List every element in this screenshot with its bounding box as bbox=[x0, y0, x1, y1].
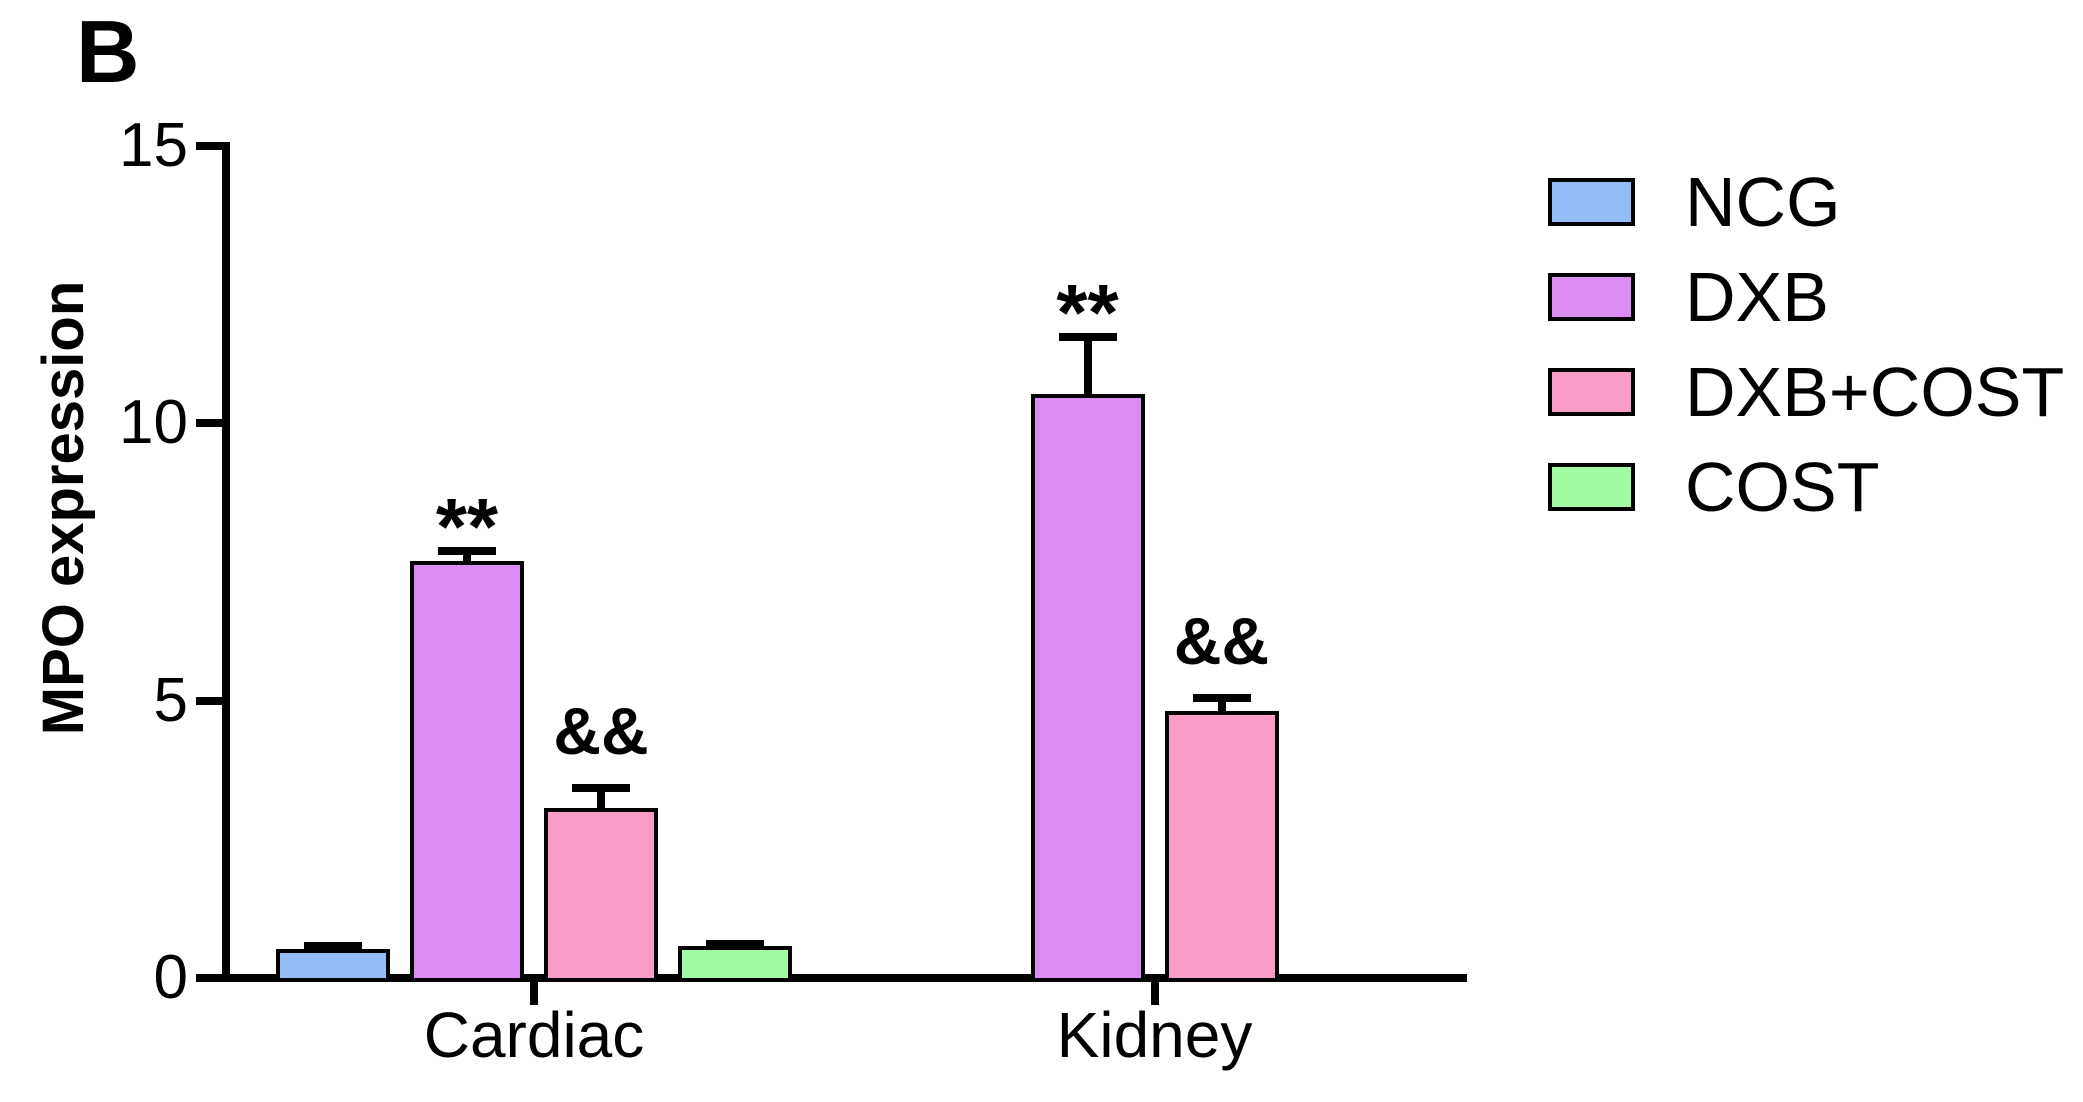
legend-swatch-cost bbox=[1548, 463, 1635, 511]
y-tick-label: 0 bbox=[153, 943, 188, 1012]
y-tick-mark bbox=[196, 419, 222, 428]
error-bar-cap bbox=[572, 783, 630, 792]
legend-swatch-ncg bbox=[1548, 178, 1635, 226]
error-bar-stem bbox=[1217, 697, 1226, 715]
bar-dxb-kidney bbox=[1030, 394, 1145, 982]
y-tick-label: 5 bbox=[153, 665, 188, 735]
y-axis-line bbox=[222, 142, 230, 982]
x-tick-label: Cardiac bbox=[423, 999, 645, 1071]
bar-ncg-cardiac bbox=[276, 949, 390, 982]
error-bar-cap bbox=[438, 546, 496, 555]
significance-annotation: && bbox=[553, 693, 649, 768]
legend-item-dxb: DXB bbox=[1548, 262, 2064, 332]
bar-dxb+cost-kidney bbox=[1164, 710, 1279, 982]
bar-cost-cardiac bbox=[678, 946, 792, 982]
y-tick-label: 10 bbox=[119, 388, 188, 458]
error-bar-stem bbox=[597, 787, 605, 812]
legend-item-cost: COST bbox=[1548, 452, 2064, 522]
error-bar-cap bbox=[706, 939, 764, 948]
legend-label-dxb: DXB bbox=[1685, 258, 1829, 336]
x-tick-mark bbox=[530, 982, 538, 1005]
y-tick-mark bbox=[196, 141, 222, 150]
y-tick-label: 15 bbox=[119, 110, 188, 180]
bar-dxb-cardiac bbox=[410, 560, 524, 982]
legend-label-ncg: NCG bbox=[1685, 163, 1841, 241]
legend-label-cost: COST bbox=[1685, 448, 1880, 526]
y-tick-mark bbox=[196, 696, 222, 705]
legend-item-dxb-cost: DXB+COST bbox=[1548, 357, 2064, 427]
significance-annotation: ** bbox=[1056, 268, 1119, 358]
legend-item-ncg: NCG bbox=[1548, 167, 2064, 237]
legend: NCG DXB DXB+COST COST bbox=[1548, 167, 2064, 558]
error-bar-cap bbox=[304, 941, 362, 950]
y-tick-mark bbox=[196, 974, 222, 982]
significance-annotation: && bbox=[1173, 603, 1270, 678]
error-bar-stem bbox=[1083, 337, 1092, 399]
significance-annotation: ** bbox=[435, 481, 499, 571]
panel-label: B bbox=[76, 2, 140, 101]
legend-label-dxb-cost: DXB+COST bbox=[1685, 353, 2065, 431]
error-bar-cap bbox=[1058, 333, 1117, 342]
bar-dxb+cost-cardiac bbox=[544, 807, 658, 982]
legend-swatch-dxb bbox=[1548, 273, 1635, 321]
x-axis-line bbox=[196, 974, 1467, 982]
x-tick-label: Kidney bbox=[1056, 999, 1253, 1071]
error-bar-stem bbox=[463, 550, 471, 565]
legend-swatch-dxb-cost bbox=[1548, 368, 1635, 416]
x-tick-mark bbox=[1150, 982, 1159, 1005]
error-bar-cap bbox=[1192, 693, 1251, 702]
